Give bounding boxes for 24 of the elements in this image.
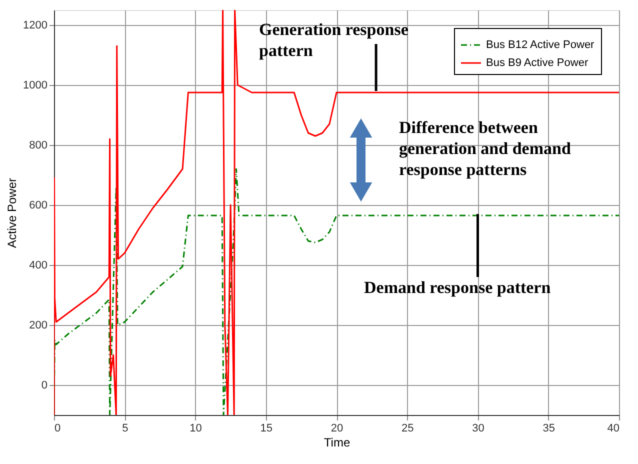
annotation: Difference between generation and demand response patterns: [399, 118, 572, 179]
y-tick-label: 1200: [23, 20, 48, 32]
x-tick-label: 30: [472, 422, 484, 434]
y-axis-title: Active Power: [5, 178, 20, 248]
y-tick-label: 600: [29, 200, 48, 212]
x-tick-label: 20: [330, 422, 344, 434]
annotation: Demand response pattern: [364, 278, 552, 297]
x-tick-label: 15: [260, 422, 272, 434]
x-axis-title: Time: [324, 436, 350, 450]
y-tick-label: 0: [41, 380, 48, 392]
line-series: [54, 10, 619, 415]
x-tick-label: 0: [54, 422, 61, 434]
y-tick-label: 400: [29, 260, 48, 272]
legend-label: Bus B12 Active Power: [486, 39, 595, 51]
x-tick-label: 40: [607, 422, 620, 434]
y-tick-label: 200: [29, 320, 48, 332]
x-tick-label: 25: [402, 422, 414, 434]
x-tick-label: 10: [190, 422, 202, 434]
x-tick-label: 35: [542, 422, 555, 434]
annotation: Generation response pattern: [259, 20, 409, 60]
legend-label: Bus B9 Active Power: [486, 57, 588, 69]
y-tick-label: 800: [29, 140, 48, 152]
y-tick-label: 1000: [23, 80, 48, 92]
x-tick-label: 5: [122, 422, 128, 434]
